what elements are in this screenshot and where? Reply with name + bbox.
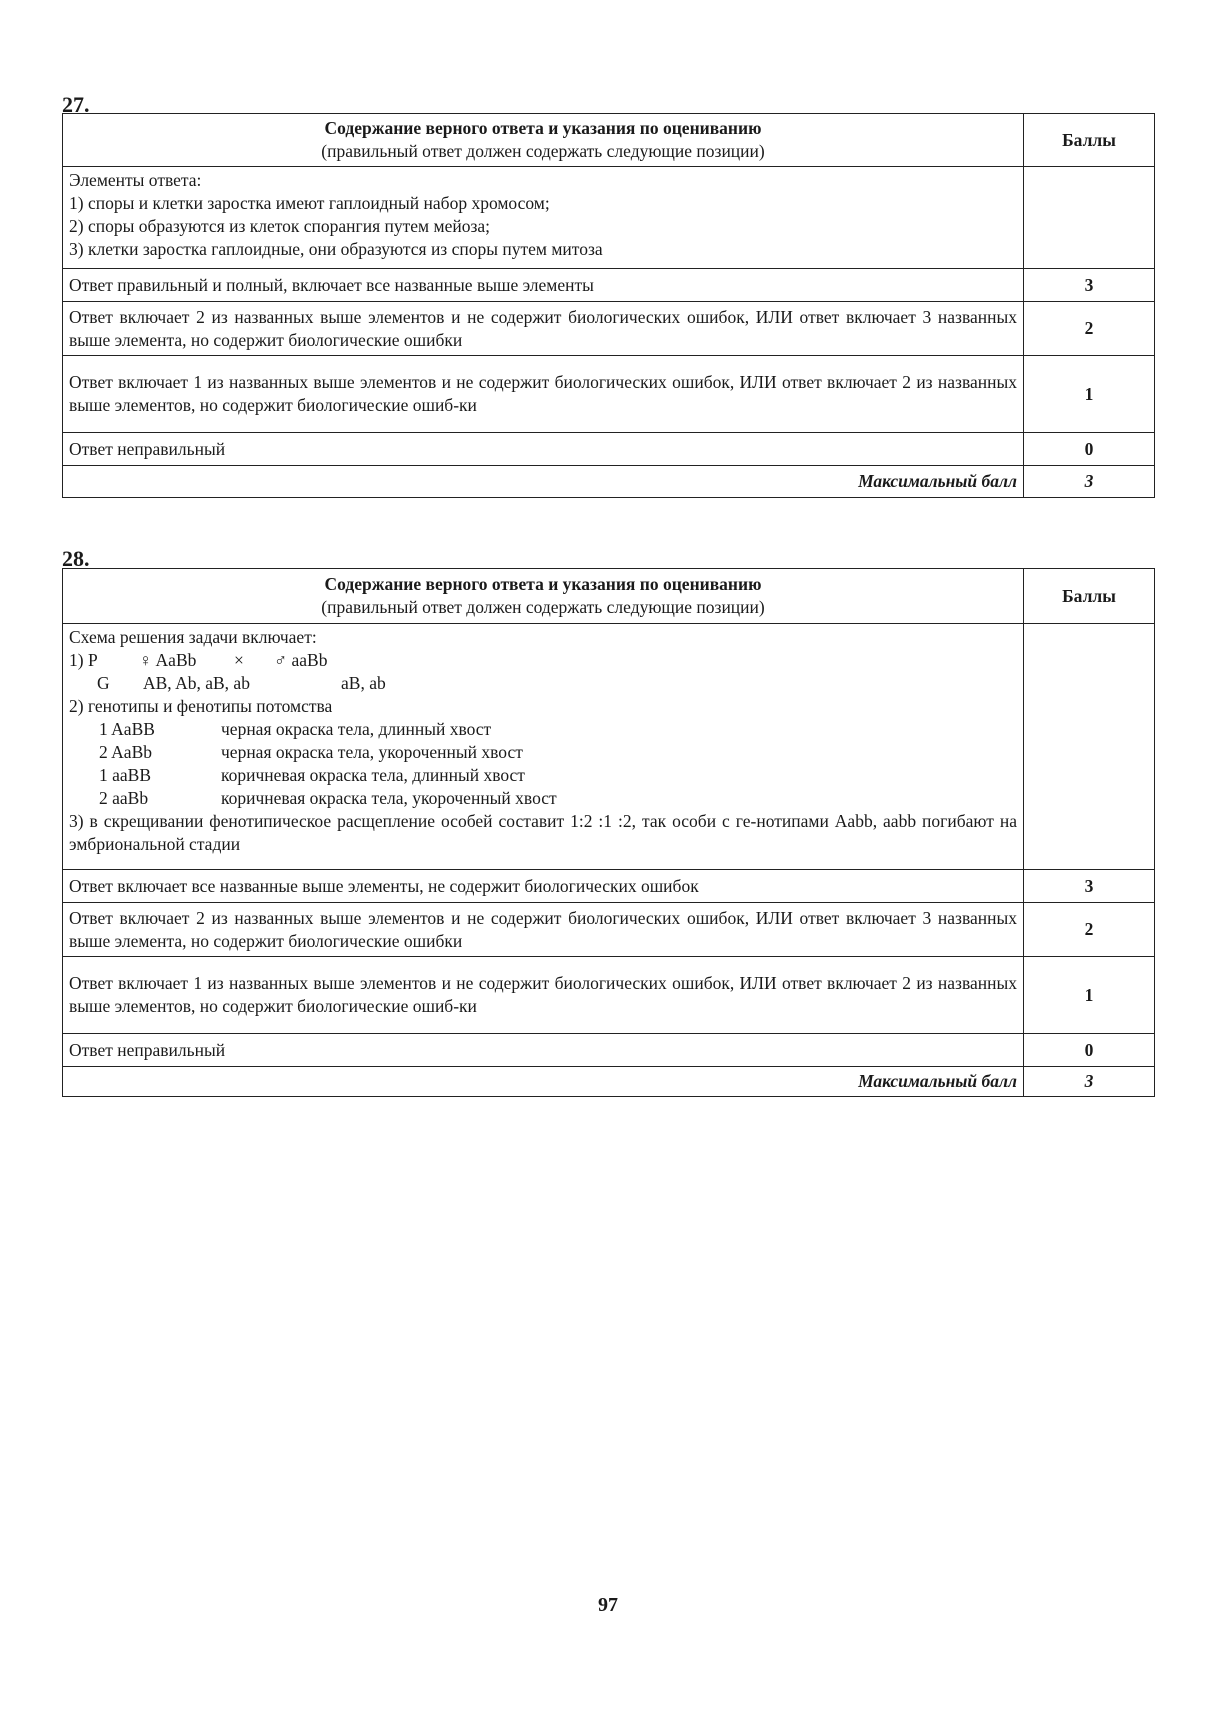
content-header: Содержание верного ответа и указания по … [62, 568, 1024, 624]
criteria-text: Ответ включает 1 из названных выше элеме… [62, 355, 1024, 433]
page-number: 97 [598, 1594, 618, 1616]
criteria-row: Ответ включает 1 из названных выше элеме… [62, 956, 1155, 1034]
criteria-row: Ответ включает 1 из названных выше элеме… [62, 355, 1155, 433]
criteria-text: Ответ включает 2 из названных выше элеме… [62, 902, 1024, 957]
points-header: Баллы [1023, 113, 1155, 167]
max-score-label: Максимальный балл [62, 1066, 1024, 1097]
max-score-row: Максимальный балл 3 [62, 465, 1155, 498]
header-subtitle: (правильный ответ должен содержать следу… [321, 141, 765, 161]
criteria-row: Ответ неправильный 0 [62, 1033, 1155, 1067]
criteria-points: 0 [1023, 1033, 1155, 1067]
criteria-row: Ответ включает все названные выше элемен… [62, 869, 1155, 903]
criteria-row: Ответ правильный и полный, включает все … [62, 268, 1155, 302]
offspring-phenotype: коричневая окраска тела, длинный хвост [221, 765, 525, 785]
question-number-28: 28. [62, 546, 90, 571]
scheme-intro: Схема решения задачи включает: [69, 627, 317, 647]
content-header: Содержание верного ответа и указания по … [62, 113, 1024, 167]
criteria-points: 2 [1023, 301, 1155, 356]
criteria-points: 3 [1023, 268, 1155, 302]
parents-label: 1) P [69, 650, 98, 670]
answer-elements-row: Элементы ответа: 1) споры и клетки зарос… [62, 166, 1155, 269]
element-item: 1) споры и клетки заростка имеют гаплоид… [69, 193, 550, 213]
table-header: Содержание верного ответа и указания по … [62, 568, 1155, 624]
max-score-value: 3 [1023, 465, 1155, 498]
header-subtitle: (правильный ответ должен содержать следу… [321, 597, 765, 617]
points-header: Баллы [1023, 568, 1155, 624]
question-number-27: 27. [62, 92, 90, 117]
grading-table-28: Содержание верного ответа и указания по … [62, 568, 1155, 1097]
criteria-text: Ответ включает все названные выше элемен… [62, 869, 1024, 903]
criteria-points: 3 [1023, 869, 1155, 903]
offspring-genotype: 1 AaBB [99, 719, 155, 739]
criteria-row: Ответ неправильный 0 [62, 432, 1155, 466]
offspring-phenotype: черная окраска тела, укороченный хвост [221, 742, 523, 762]
cross-symbol: × [234, 650, 244, 670]
segregation-note: 3) в скрещивании фенотипическое расщепле… [69, 811, 1017, 854]
offspring-phenotype: черная окраска тела, длинный хвост [221, 719, 492, 739]
criteria-text: Ответ правильный и полный, включает все … [62, 268, 1024, 302]
points-cell-empty [1023, 623, 1155, 870]
offspring-heading: 2) генотипы и фенотипы потомства [69, 696, 333, 716]
table-header: Содержание верного ответа и указания по … [62, 113, 1155, 167]
solution-scheme-row: Схема решения задачи включает: 1) P ♀ AaB… [62, 623, 1155, 870]
male-parent: ♂ aaBb [274, 650, 328, 670]
criteria-row: Ответ включает 2 из названных выше элеме… [62, 902, 1155, 957]
grading-table-27: Содержание верного ответа и указания по … [62, 113, 1155, 498]
offspring-item: 1 aaBB коричневая окраска тела, длинный х… [69, 764, 1017, 787]
criteria-points: 2 [1023, 902, 1155, 957]
criteria-points: 0 [1023, 432, 1155, 466]
female-parent: ♀ AaBb [139, 650, 197, 670]
gametes-line: G AB, Ab, aB, ab aB, ab [69, 672, 1017, 695]
offspring-genotype: 2 AaBb [99, 742, 152, 762]
criteria-points: 1 [1023, 355, 1155, 433]
max-score-label: Максимальный балл [62, 465, 1024, 498]
criteria-text: Ответ включает 2 из названных выше элеме… [62, 301, 1024, 356]
element-item: 2) споры образуются из клеток спорангия … [69, 216, 490, 236]
criteria-text: Ответ неправильный [62, 432, 1024, 466]
header-title: Содержание верного ответа и указания по … [324, 118, 762, 138]
answer-elements: Элементы ответа: 1) споры и клетки зарос… [62, 166, 1024, 269]
offspring-item: 2 AaBb черная окраска тела, укороченный х… [69, 741, 1017, 764]
gametes-label: G [97, 673, 110, 693]
points-cell-empty [1023, 166, 1155, 269]
male-gametes: aB, ab [341, 673, 386, 693]
offspring-genotype: 1 aaBB [99, 765, 152, 785]
offspring-item: 2 aaBb коричневая окраска тела, укороченн… [69, 787, 1017, 810]
female-gametes: AB, Ab, aB, ab [143, 673, 250, 693]
header-title: Содержание верного ответа и указания по … [324, 574, 762, 594]
criteria-points: 1 [1023, 956, 1155, 1034]
solution-scheme: Схема решения задачи включает: 1) P ♀ AaB… [62, 623, 1024, 870]
offspring-genotype: 2 aaBb [99, 788, 149, 808]
element-item: 3) клетки заростка гаплоидные, они образ… [69, 239, 603, 259]
criteria-text: Ответ неправильный [62, 1033, 1024, 1067]
criteria-row: Ответ включает 2 из названных выше элеме… [62, 301, 1155, 356]
criteria-text: Ответ включает 1 из названных выше элеме… [62, 956, 1024, 1034]
offspring-item: 1 AaBB черная окраска тела, длинный хвост [69, 718, 1017, 741]
max-score-row: Максимальный балл 3 [62, 1066, 1155, 1097]
offspring-phenotype: коричневая окраска тела, укороченный хво… [221, 788, 557, 808]
elements-intro: Элементы ответа: [69, 170, 202, 190]
max-score-value: 3 [1023, 1066, 1155, 1097]
parents-line: 1) P ♀ AaBb × ♂ aaBb [69, 649, 1017, 672]
